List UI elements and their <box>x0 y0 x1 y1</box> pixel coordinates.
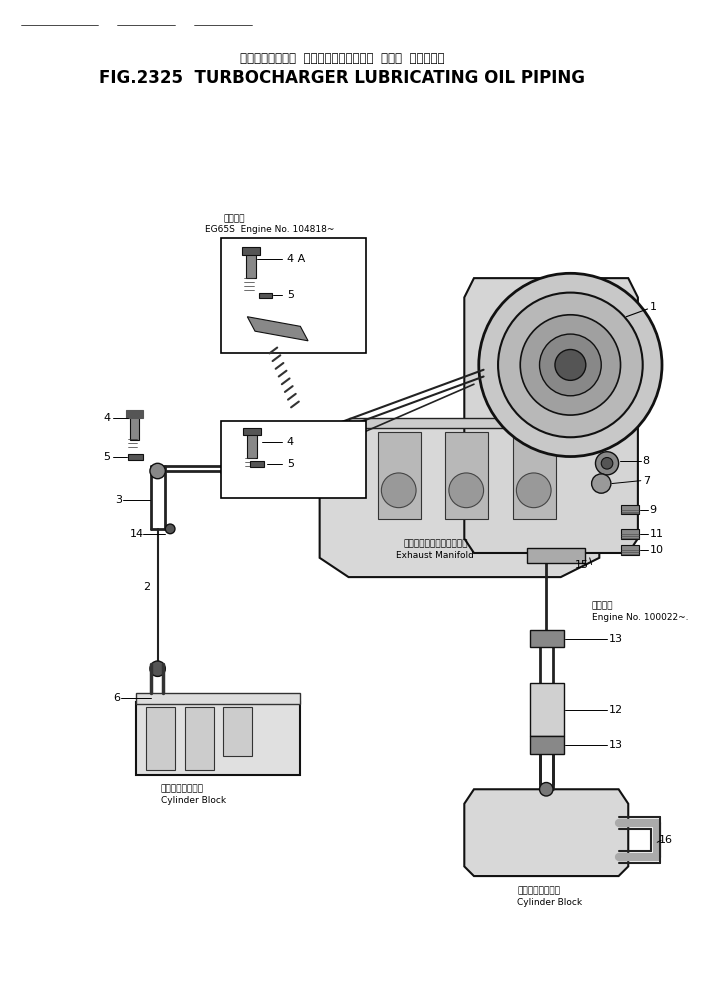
Circle shape <box>539 783 553 796</box>
Text: Exhaust Manifold: Exhaust Manifold <box>397 551 474 560</box>
Polygon shape <box>247 317 308 341</box>
Bar <box>621 504 639 514</box>
Text: 3: 3 <box>115 495 122 504</box>
Text: 10: 10 <box>650 545 664 555</box>
Text: 4: 4 <box>287 437 294 447</box>
Text: 13: 13 <box>609 740 623 750</box>
Text: 5: 5 <box>287 460 294 470</box>
Bar <box>126 410 143 418</box>
Text: 16: 16 <box>659 835 673 845</box>
Circle shape <box>592 474 611 494</box>
Circle shape <box>498 292 642 438</box>
Bar <box>130 413 139 440</box>
Circle shape <box>150 661 165 676</box>
Text: 4: 4 <box>103 413 110 423</box>
Polygon shape <box>136 703 300 775</box>
Polygon shape <box>136 693 300 705</box>
Bar <box>259 292 273 298</box>
Text: 適用号番: 適用号番 <box>592 601 613 610</box>
Text: FIG.2325  TURBOCHARGER LUBRICATING OIL PIPING: FIG.2325 TURBOCHARGER LUBRICATING OIL PI… <box>99 69 585 87</box>
Bar <box>244 428 261 436</box>
Circle shape <box>479 273 662 457</box>
Circle shape <box>381 473 416 507</box>
Polygon shape <box>349 418 561 428</box>
Circle shape <box>150 464 165 479</box>
Text: 5: 5 <box>287 290 294 300</box>
Text: 1: 1 <box>650 302 657 312</box>
Text: 適用号番: 適用号番 <box>223 213 245 223</box>
Polygon shape <box>378 433 421 519</box>
Bar <box>128 454 143 461</box>
Polygon shape <box>513 433 556 519</box>
Bar <box>221 421 366 498</box>
Circle shape <box>602 458 613 469</box>
Text: 8: 8 <box>642 457 650 467</box>
Bar <box>621 545 639 555</box>
Circle shape <box>516 473 551 507</box>
Circle shape <box>449 473 484 507</box>
Circle shape <box>539 334 602 396</box>
Text: エキゾーストマニホールド: エキゾーストマニホールド <box>403 538 467 547</box>
Text: 11: 11 <box>650 528 664 538</box>
Bar <box>527 548 585 562</box>
Bar <box>242 247 260 255</box>
Text: 5: 5 <box>103 452 110 462</box>
Text: ターボチャージャ  ルーブリケーティング  オイル  パイピング: ターボチャージャ ルーブリケーティング オイル パイピング <box>239 52 444 65</box>
Polygon shape <box>320 423 599 577</box>
Text: Engine No. 100022~.: Engine No. 100022~. <box>592 613 688 622</box>
Bar <box>221 237 366 353</box>
Text: 6: 6 <box>113 693 120 703</box>
Text: 9: 9 <box>650 504 657 514</box>
Text: 14: 14 <box>130 528 144 538</box>
Text: 4 A: 4 A <box>287 254 305 264</box>
Text: 12: 12 <box>609 705 623 715</box>
Text: シリンダブロック: シリンダブロック <box>160 785 203 794</box>
Text: シリンダブロック: シリンダブロック <box>517 886 561 895</box>
Bar <box>530 736 563 754</box>
Text: 2: 2 <box>143 581 150 592</box>
Polygon shape <box>465 790 628 876</box>
Bar <box>247 431 257 458</box>
Text: 15: 15 <box>575 559 590 569</box>
Text: 7: 7 <box>642 476 650 486</box>
Polygon shape <box>465 278 638 553</box>
Bar <box>250 462 264 468</box>
Bar <box>621 528 639 538</box>
Circle shape <box>555 350 586 381</box>
Text: 13: 13 <box>609 634 623 644</box>
Circle shape <box>520 315 621 415</box>
Polygon shape <box>445 433 489 519</box>
Bar <box>223 707 252 756</box>
Bar <box>530 630 563 647</box>
Circle shape <box>595 452 618 475</box>
Bar <box>146 707 175 770</box>
Bar <box>530 683 563 736</box>
Bar <box>246 249 256 278</box>
Bar <box>185 707 213 770</box>
Text: Cylinder Block: Cylinder Block <box>517 897 582 906</box>
Text: EG65S  Engine No. 104818~: EG65S Engine No. 104818~ <box>205 225 334 234</box>
Text: Cylinder Block: Cylinder Block <box>160 797 226 806</box>
Circle shape <box>165 524 175 533</box>
